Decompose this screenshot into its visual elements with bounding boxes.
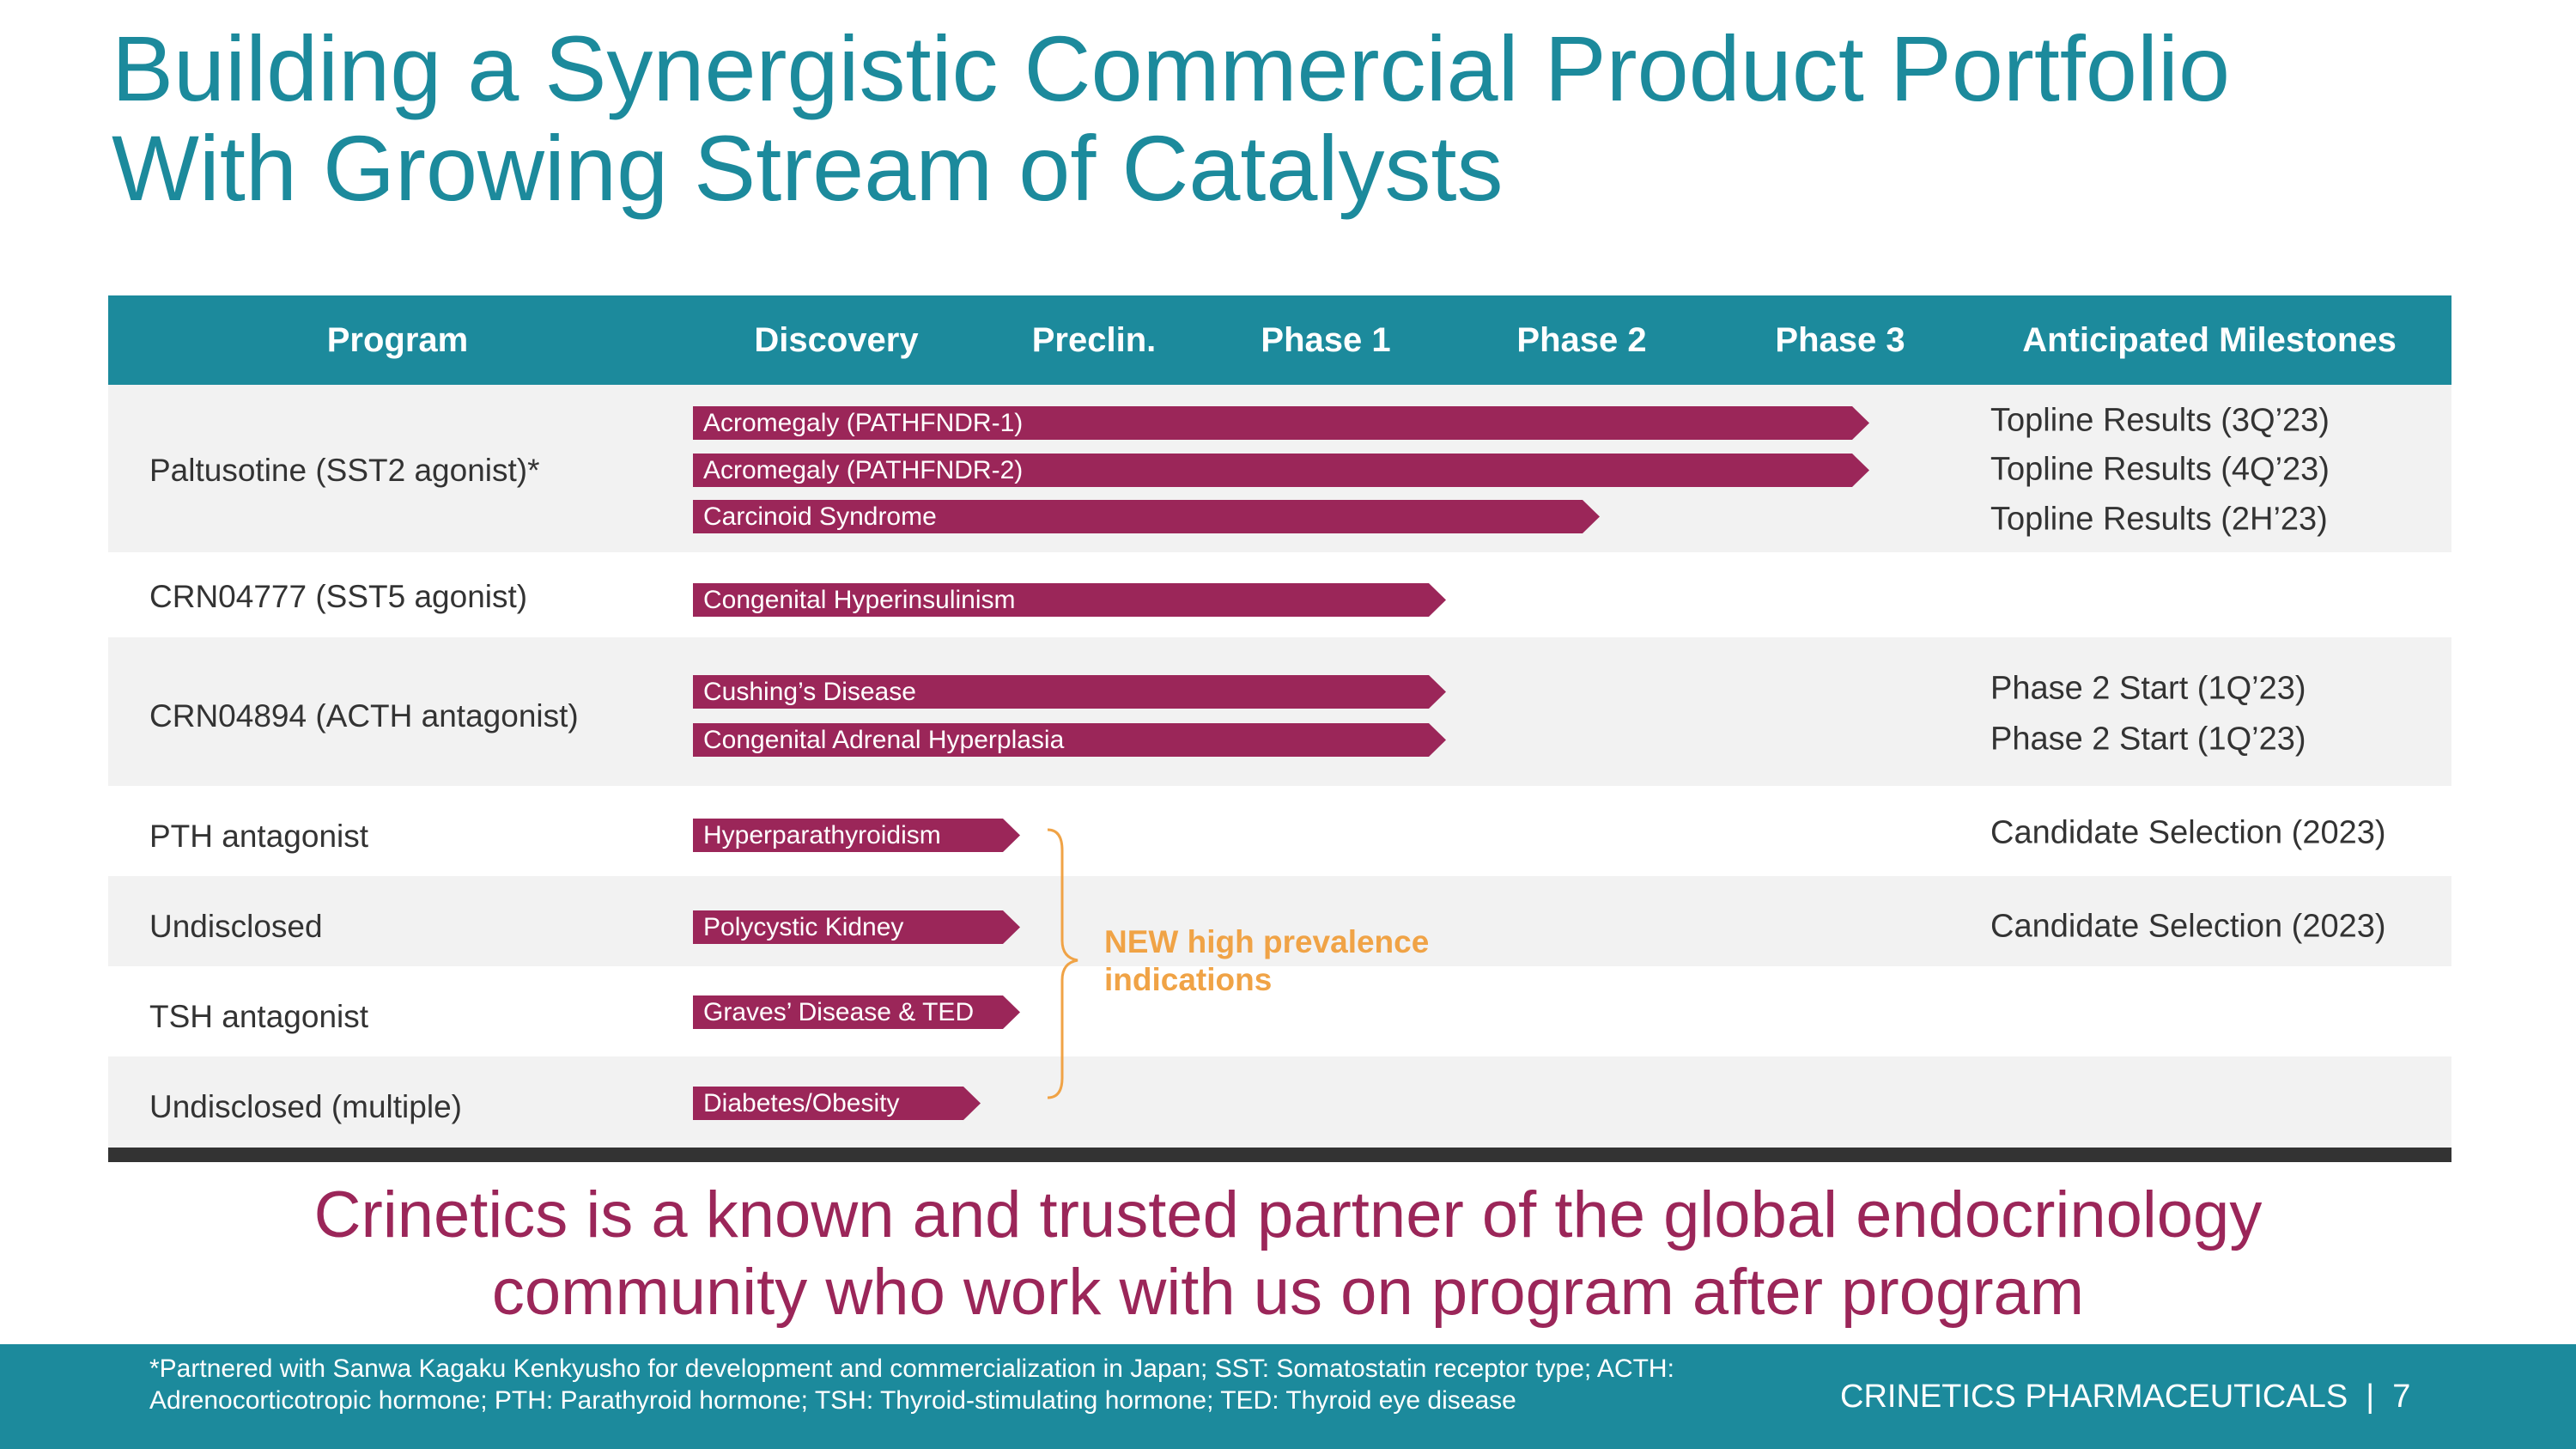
curly-brace-icon bbox=[1047, 828, 1078, 1099]
indication-bar: Hyperparathyroidism bbox=[693, 819, 1020, 852]
indication-bar: Acromegaly (PATHFNDR-1) bbox=[693, 406, 1869, 440]
footnote: *Partnered with Sanwa Kagaku Kenkyusho f… bbox=[149, 1355, 1674, 1415]
new-indications-line-1: NEW high prevalence bbox=[1104, 924, 1430, 959]
tagline-line-2: community who work with us on program af… bbox=[491, 1256, 2085, 1329]
program-name: Paltusotine (SST2 agonist)* bbox=[149, 453, 540, 488]
program-name: TSH antagonist bbox=[149, 999, 369, 1034]
row-bg bbox=[108, 1056, 2451, 1148]
program-name: CRN04894 (ACTH antagonist) bbox=[149, 698, 579, 734]
row-bg bbox=[108, 876, 2451, 966]
milestone: Phase 2 Start (1Q’23) bbox=[1990, 670, 2306, 707]
tagline-line-1: Crinetics is a known and trusted partner… bbox=[313, 1178, 2263, 1251]
program-name: PTH antagonist bbox=[149, 819, 369, 854]
header-phase2: Phase 2 bbox=[1516, 321, 1647, 359]
indication-bar: Congenital Adrenal Hyperplasia bbox=[693, 723, 1446, 757]
divider bbox=[108, 1148, 2451, 1162]
program-name: Undisclosed (multiple) bbox=[149, 1089, 462, 1124]
tagline: Crinetics is a known and trusted partner… bbox=[0, 1177, 2576, 1331]
title-line-2: With Growing Stream of Catalysts bbox=[112, 116, 1504, 220]
header-preclin: Preclin. bbox=[1031, 321, 1157, 359]
row-bg bbox=[108, 637, 2451, 786]
indication-bar: Acromegaly (PATHFNDR-2) bbox=[693, 454, 1869, 487]
indication-bar: Polycystic Kidney bbox=[693, 910, 1020, 944]
milestone: Candidate Selection (2023) bbox=[1990, 814, 2386, 851]
indication-bar: Congenital Hyperinsulinism bbox=[693, 583, 1446, 617]
milestone: Phase 2 Start (1Q’23) bbox=[1990, 721, 2306, 758]
header-milestones: Anticipated Milestones bbox=[2022, 321, 2397, 359]
header-phase3: Phase 3 bbox=[1775, 321, 1905, 359]
brand-page-number: CRINETICS PHARMACEUTICALS | 7 bbox=[1840, 1379, 2411, 1415]
header-program: Program bbox=[326, 321, 469, 359]
indication-bar: Cushing’s Disease bbox=[693, 675, 1446, 709]
footer: *Partnered with Sanwa Kagaku Kenkyusho f… bbox=[0, 1344, 2576, 1449]
new-indications-line-2: indications bbox=[1104, 962, 1273, 997]
slide-title: Building a Synergistic Commercial Produc… bbox=[112, 19, 2230, 218]
indication-bar: Carcinoid Syndrome bbox=[693, 500, 1600, 533]
title-line-1: Building a Synergistic Commercial Produc… bbox=[112, 16, 2231, 120]
milestone: Topline Results (4Q’23) bbox=[1990, 451, 2330, 488]
milestone: Topline Results (3Q’23) bbox=[1990, 402, 2330, 439]
header-discovery: Discovery bbox=[754, 321, 919, 359]
table-header: Program Discovery Preclin. Phase 1 Phase… bbox=[108, 295, 2451, 385]
program-name: CRN04777 (SST5 agonist) bbox=[149, 579, 528, 614]
header-phase1: Phase 1 bbox=[1261, 321, 1391, 359]
program-name: Undisclosed bbox=[149, 909, 323, 944]
new-indications-label: NEW high prevalence indications bbox=[1104, 923, 1429, 999]
milestone: Topline Results (2H’23) bbox=[1990, 501, 2328, 538]
indication-bar: Graves’ Disease & TED bbox=[693, 995, 1020, 1029]
indication-bar: Diabetes/Obesity bbox=[693, 1087, 981, 1120]
milestone: Candidate Selection (2023) bbox=[1990, 908, 2386, 945]
